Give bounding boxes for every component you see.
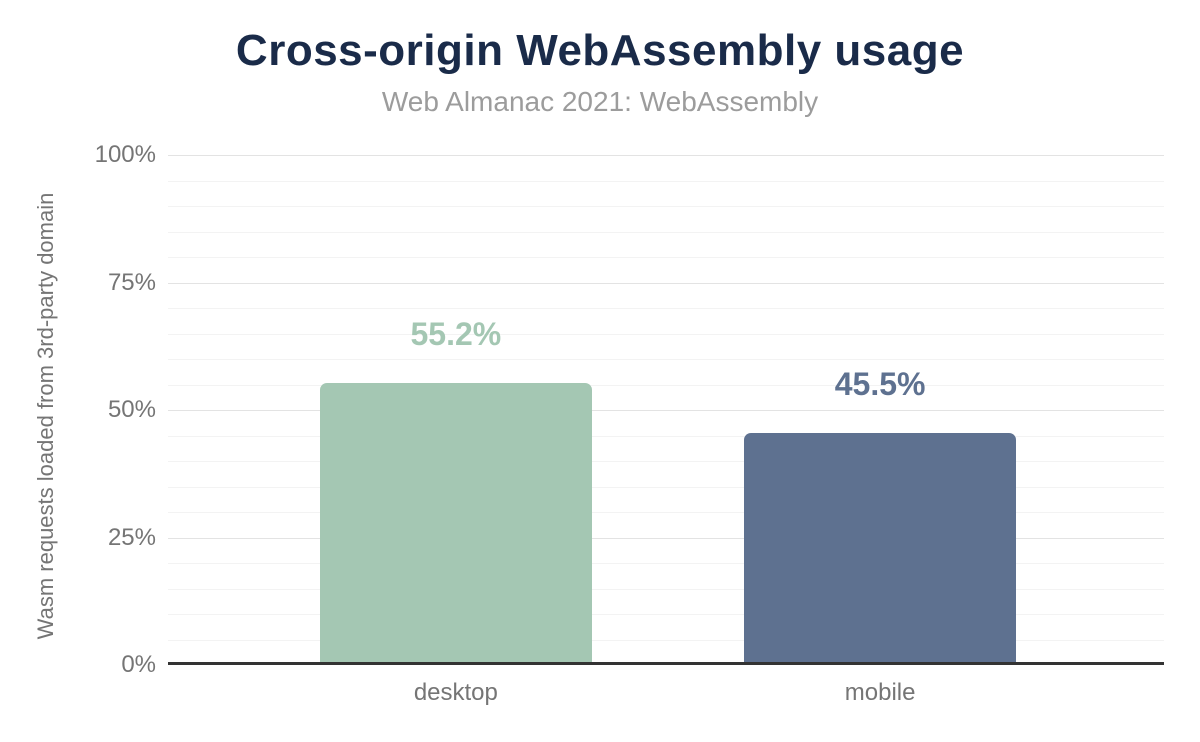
major-gridline [168,410,1164,411]
major-gridline [168,155,1164,156]
value-label-desktop: 55.2% [410,316,502,353]
y-tick-label: 50% [107,396,156,423]
y-axis-tick-labels: 0% 25% 50% 75% 100% [0,141,156,678]
major-gridline [168,282,1164,284]
value-label-mobile: 45.5% [834,365,926,402]
minor-gridline [168,308,1164,309]
y-tick-label: 75% [107,268,156,296]
chart-title: Cross-origin WebAssembly usage [235,26,965,75]
bar-desktop [319,383,592,665]
minor-gridline [168,257,1164,258]
minor-gridline [168,588,1164,590]
minor-gridline [168,614,1164,615]
minor-gridline [168,563,1164,564]
minor-gridline [168,384,1164,386]
minor-gridline [168,206,1164,207]
bar-mobile [744,432,1017,665]
x-axis-category-labels: desktop mobile [168,677,1164,707]
chart-subtitle: Web Almanac 2021: WebAssembly [381,86,819,117]
minor-gridline [168,486,1164,488]
minor-gridline [168,435,1164,437]
minor-gridline [168,512,1164,513]
minor-gridline [168,180,1164,182]
x-category-label-mobile: mobile [844,679,916,706]
x-axis-line [168,662,1164,665]
y-tick-label: 100% [94,141,156,168]
plot-area: 55.2% 45.5% [168,155,1164,665]
minor-gridline [168,359,1164,360]
x-category-label-desktop: desktop [413,679,498,706]
minor-gridline [168,231,1164,233]
minor-gridline [168,639,1164,641]
minor-gridline [168,333,1164,335]
y-tick-label: 0% [121,651,156,678]
major-gridline [168,537,1164,539]
y-tick-label: 25% [107,523,156,551]
minor-gridline [168,461,1164,462]
